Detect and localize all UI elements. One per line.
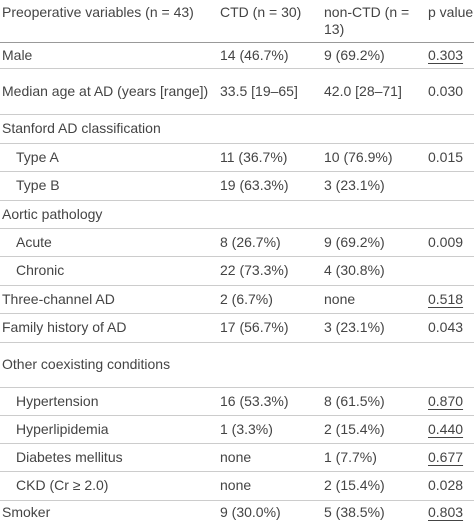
cell: 16 (53.3%)	[218, 387, 322, 416]
header-row: Preoperative variables (n = 43) CTD (n = …	[0, 0, 474, 43]
header-cell: CTD (n = 30)	[218, 0, 322, 43]
row-label: Three-channel AD	[0, 285, 218, 314]
table-row: Hyperlipidemia 1 (3.3%) 2 (15.4%) 0.440	[0, 415, 474, 444]
cell: 2 (6.7%)	[218, 285, 322, 314]
cell	[426, 342, 474, 388]
cell	[426, 200, 474, 229]
cell: 0.043	[426, 313, 474, 343]
cell: 0.028	[426, 471, 474, 501]
p-value: 0.803	[428, 504, 464, 521]
cell: 17 (56.7%)	[218, 313, 322, 343]
table-row: Type A 11 (36.7%) 10 (76.9%) 0.015	[0, 143, 474, 172]
cell: 9 (69.2%)	[322, 42, 426, 69]
row-label: Diabetes mellitus	[0, 443, 218, 472]
cell: 1 (7.7%)	[322, 443, 426, 472]
table-row: Other coexisting conditions	[0, 342, 474, 388]
cell: 8 (26.7%)	[218, 228, 322, 257]
cell: 0.870	[426, 387, 474, 416]
row-label: Hypertension	[0, 387, 218, 416]
cell: 10 (76.9%)	[322, 143, 426, 172]
cell	[426, 171, 474, 201]
cell: 0.009	[426, 228, 474, 257]
cell: none	[218, 471, 322, 501]
cell: 0.440	[426, 415, 474, 444]
table-row: Type B 19 (63.3%) 3 (23.1%)	[0, 171, 474, 201]
row-label: Smoker	[2, 504, 51, 521]
cell: 0.803	[426, 500, 474, 525]
cell: 4 (30.8%)	[322, 256, 426, 286]
table-row: Diabetes mellitus none 1 (7.7%) 0.677	[0, 443, 474, 472]
header-cell: non-CTD (n = 13)	[322, 0, 426, 43]
cell	[322, 200, 426, 229]
table-row: Male 14 (46.7%) 9 (69.2%) 0.303	[0, 42, 474, 69]
cell	[426, 114, 474, 144]
header-cell: p value	[426, 0, 474, 43]
row-label: Hyperlipidemia	[0, 415, 218, 444]
cell: none	[218, 443, 322, 472]
cell: 3 (23.1%)	[322, 313, 426, 343]
row-label: Type A	[0, 143, 218, 172]
cell: 1 (3.3%)	[218, 415, 322, 444]
p-value: 0.303	[428, 46, 464, 63]
p-value: 0.677	[428, 448, 464, 465]
row-label: Aortic pathology	[0, 200, 218, 229]
header-cell: Preoperative variables (n = 43)	[0, 0, 218, 43]
row-label: Stanford AD classification	[0, 114, 218, 144]
cell: 11 (36.7%)	[218, 143, 322, 172]
table-row: Stanford AD classification	[0, 114, 474, 144]
p-value: 0.870	[428, 392, 464, 409]
cell: 0.030	[426, 68, 474, 115]
cell: 0.518	[426, 285, 474, 314]
row-label: Acute	[0, 228, 218, 257]
cell: none	[322, 285, 426, 314]
row-label: Chronic	[0, 256, 218, 286]
table-row: CKD (Cr ≥ 2.0) none 2 (15.4%) 0.028	[0, 471, 474, 501]
row-label: Type B	[0, 171, 218, 201]
cell	[218, 200, 322, 229]
cell	[322, 342, 426, 388]
cell: 22 (73.3%)	[218, 256, 322, 286]
row-label: Family history of AD	[0, 313, 218, 343]
cell	[426, 256, 474, 286]
row-label: Male	[0, 42, 218, 69]
table-row: Three-channel AD 2 (6.7%) none 0.518	[0, 285, 474, 314]
cell: 8 (61.5%)	[322, 387, 426, 416]
cell: 3 (23.1%)	[322, 171, 426, 201]
cell: 19 (63.3%)	[218, 171, 322, 201]
cell	[218, 114, 322, 144]
table-row: Hypertension 16 (53.3%) 8 (61.5%) 0.870	[0, 387, 474, 416]
table-row: Median age at AD (years [range]) 33.5 [19…	[0, 68, 474, 115]
table-row: Chronic 22 (73.3%) 4 (30.8%)	[0, 256, 474, 286]
cell: 42.0 [28–71]	[322, 68, 426, 115]
cell	[218, 342, 322, 388]
cell: 14 (46.7%)	[218, 42, 322, 69]
cell: 0.015	[426, 143, 474, 172]
table-row: Family history of AD 17 (56.7%) 3 (23.1%) 0…	[0, 313, 474, 343]
cell: 2 (15.4%)	[322, 415, 426, 444]
p-value: 0.440	[428, 420, 464, 437]
cell: 0.303	[426, 42, 474, 69]
cell: 2 (15.4%)	[322, 471, 426, 501]
table-row: Aortic pathology	[0, 200, 474, 229]
cell: 9 (69.2%)	[322, 228, 426, 257]
cell	[322, 114, 426, 144]
table-row: Smoker 9 (30.0%) 5 (38.5%) 0.803	[0, 500, 474, 525]
cell: 5 (38.5%)	[324, 504, 385, 521]
row-label: Other coexisting conditions	[0, 342, 218, 388]
table-row: Acute 8 (26.7%) 9 (69.2%) 0.009	[0, 228, 474, 257]
p-value: 0.518	[428, 290, 464, 307]
cell: 9 (30.0%)	[220, 504, 281, 521]
row-label: Median age at AD (years [range])	[0, 68, 218, 115]
row-label: CKD (Cr ≥ 2.0)	[0, 471, 218, 501]
cell: 0.677	[426, 443, 474, 472]
cell: 33.5 [19–65]	[218, 68, 322, 115]
